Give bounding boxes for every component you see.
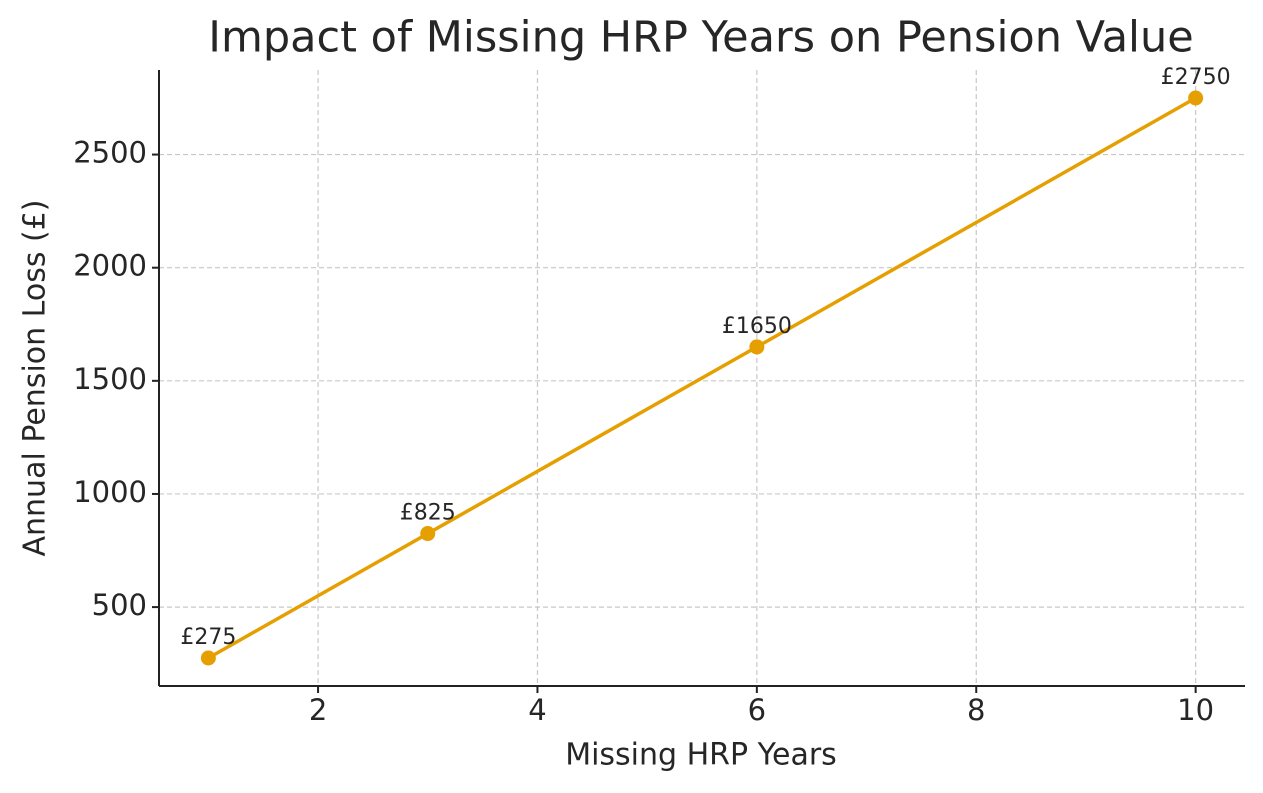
x-tick-label: 6	[748, 693, 766, 727]
point	[1188, 90, 1204, 106]
x-axis-label: Missing HRP Years	[565, 738, 837, 773]
data-label: £2750	[1161, 65, 1231, 90]
data-label: £275	[180, 625, 236, 650]
chart-title: Impact of Missing HRP Years on Pension V…	[208, 13, 1193, 63]
y-tick-label: 1500	[73, 362, 147, 396]
y-tick-label: 2000	[73, 249, 147, 283]
x-tick-label: 4	[528, 693, 546, 727]
x-tick-label: 8	[967, 693, 985, 727]
line	[207, 96, 1197, 660]
x-tick-label: 2	[309, 693, 327, 727]
y-tick-label: 500	[92, 588, 147, 622]
y-tick-label: 1000	[73, 475, 147, 509]
point	[420, 526, 436, 542]
x-tick-label: 10	[1177, 693, 1214, 727]
point	[749, 339, 765, 355]
point	[200, 650, 216, 666]
data-label: £1650	[722, 314, 792, 339]
data-label: £825	[400, 501, 456, 526]
y-tick-label: 2500	[73, 136, 147, 170]
y-axis-label: Annual Pension Loss (£)	[18, 199, 53, 556]
